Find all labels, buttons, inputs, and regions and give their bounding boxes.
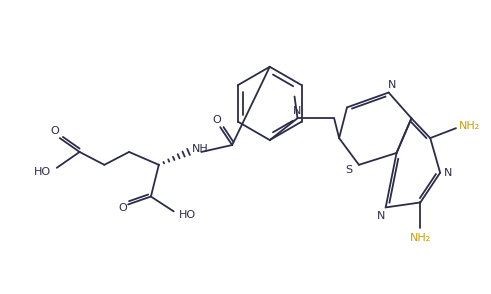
Text: N: N bbox=[377, 211, 385, 221]
Text: HO: HO bbox=[179, 210, 196, 220]
Text: N: N bbox=[444, 168, 452, 178]
Text: NH₂: NH₂ bbox=[459, 121, 481, 131]
Text: S: S bbox=[346, 165, 353, 175]
Text: O: O bbox=[212, 115, 220, 125]
Text: O: O bbox=[51, 126, 59, 136]
Text: NH₂: NH₂ bbox=[409, 233, 431, 243]
Text: N: N bbox=[387, 80, 396, 90]
Text: HO: HO bbox=[34, 167, 52, 177]
Text: O: O bbox=[119, 203, 128, 213]
Text: N: N bbox=[293, 106, 301, 116]
Text: NH: NH bbox=[192, 144, 209, 154]
